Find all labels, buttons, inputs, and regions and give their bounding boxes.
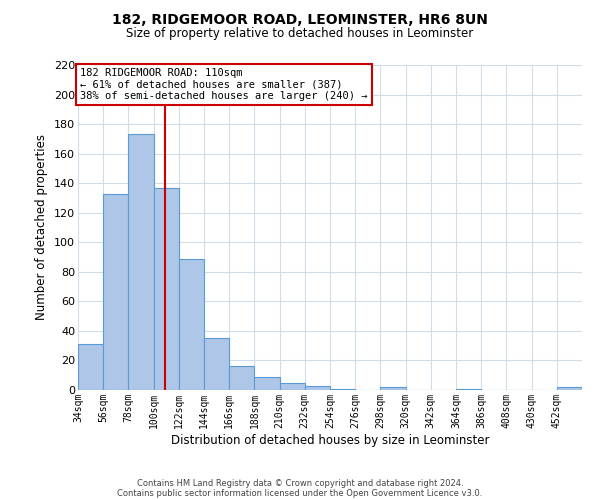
Bar [78, 344, 103, 390]
Bar [179, 258, 204, 390]
Bar [330, 388, 355, 390]
Bar [280, 382, 305, 390]
Bar [557, 387, 582, 390]
X-axis label: Distribution of detached houses by size in Leominster: Distribution of detached houses by size … [171, 434, 489, 446]
Text: 182, RIDGEMOOR ROAD, LEOMINSTER, HR6 8UN: 182, RIDGEMOOR ROAD, LEOMINSTER, HR6 8UN [112, 12, 488, 26]
Bar [305, 386, 330, 390]
Bar [204, 338, 229, 390]
Text: Contains public sector information licensed under the Open Government Licence v3: Contains public sector information licen… [118, 488, 482, 498]
Bar [103, 194, 128, 390]
Y-axis label: Number of detached properties: Number of detached properties [35, 134, 49, 320]
Bar [154, 188, 179, 390]
Bar [380, 387, 406, 390]
Bar [254, 376, 280, 390]
Text: Contains HM Land Registry data © Crown copyright and database right 2024.: Contains HM Land Registry data © Crown c… [137, 478, 463, 488]
Bar [456, 388, 481, 390]
Text: Size of property relative to detached houses in Leominster: Size of property relative to detached ho… [127, 28, 473, 40]
Text: 182 RIDGEMOOR ROAD: 110sqm
← 61% of detached houses are smaller (387)
38% of sem: 182 RIDGEMOOR ROAD: 110sqm ← 61% of deta… [80, 68, 368, 101]
Bar [128, 134, 154, 390]
Bar [229, 366, 254, 390]
